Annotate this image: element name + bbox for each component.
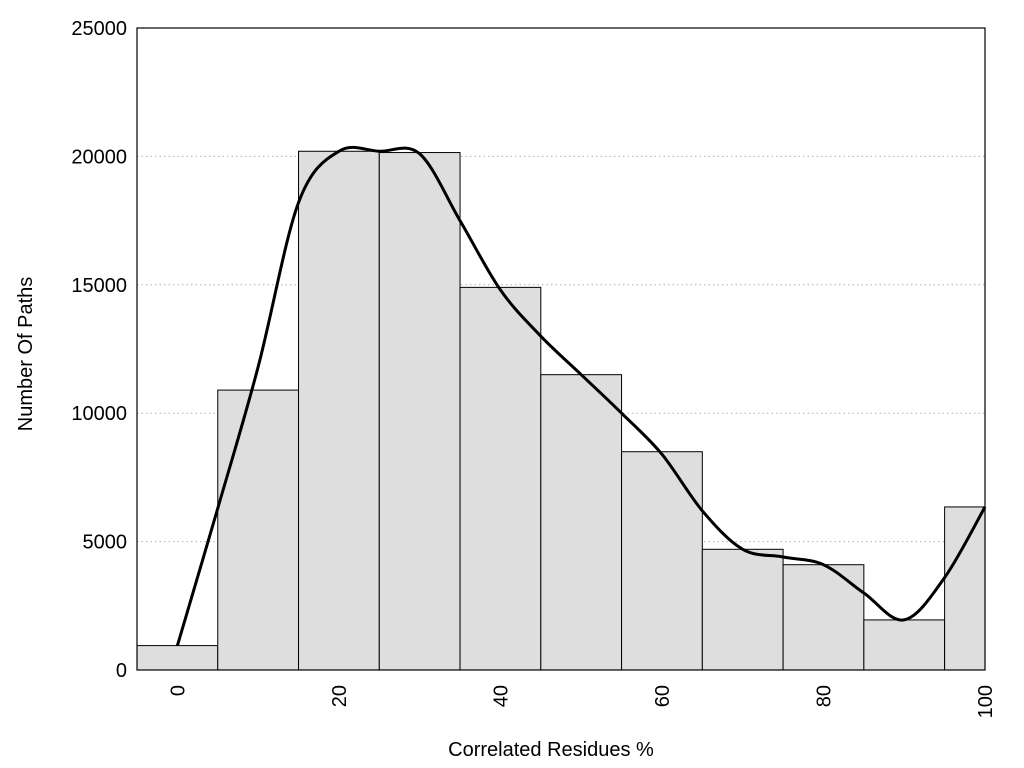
y-axis-title: Number Of Paths	[15, 277, 37, 432]
y-tick-label: 25000	[71, 18, 127, 40]
bar-70	[701, 548, 784, 671]
y-tick-label: 0	[116, 660, 127, 682]
bar-20	[298, 150, 380, 671]
bar-60	[621, 451, 703, 671]
density-curve	[175, 145, 987, 647]
x-axis-title: Correlated Residues %	[448, 739, 654, 761]
bar-90	[863, 619, 946, 671]
x-tick-label: 60	[652, 685, 674, 707]
y-axis-ticks: 0 5000 10000 15000 20000 25000	[71, 18, 127, 682]
x-tick-label: 20	[329, 685, 351, 707]
bar-0	[136, 645, 219, 671]
y-tick-label: 15000	[71, 275, 127, 297]
x-tick-label: 100	[975, 685, 997, 718]
x-axis-ticks: 0 20 40 60 80 100	[167, 685, 997, 718]
bar-50	[540, 374, 623, 671]
x-tick-label: 0	[167, 685, 189, 696]
bar-100	[944, 506, 986, 671]
x-tick-label: 40	[490, 685, 512, 707]
bar-80	[782, 564, 865, 671]
y-tick-label: 5000	[83, 532, 128, 554]
y-tick-label: 10000	[71, 403, 127, 425]
x-tick-label: 80	[813, 685, 835, 707]
plot-frame	[136, 27, 986, 671]
bars	[136, 150, 986, 671]
bar-30	[378, 152, 461, 671]
bar-40	[459, 286, 542, 671]
bar-10	[217, 389, 300, 671]
y-tick-label: 20000	[71, 146, 127, 168]
